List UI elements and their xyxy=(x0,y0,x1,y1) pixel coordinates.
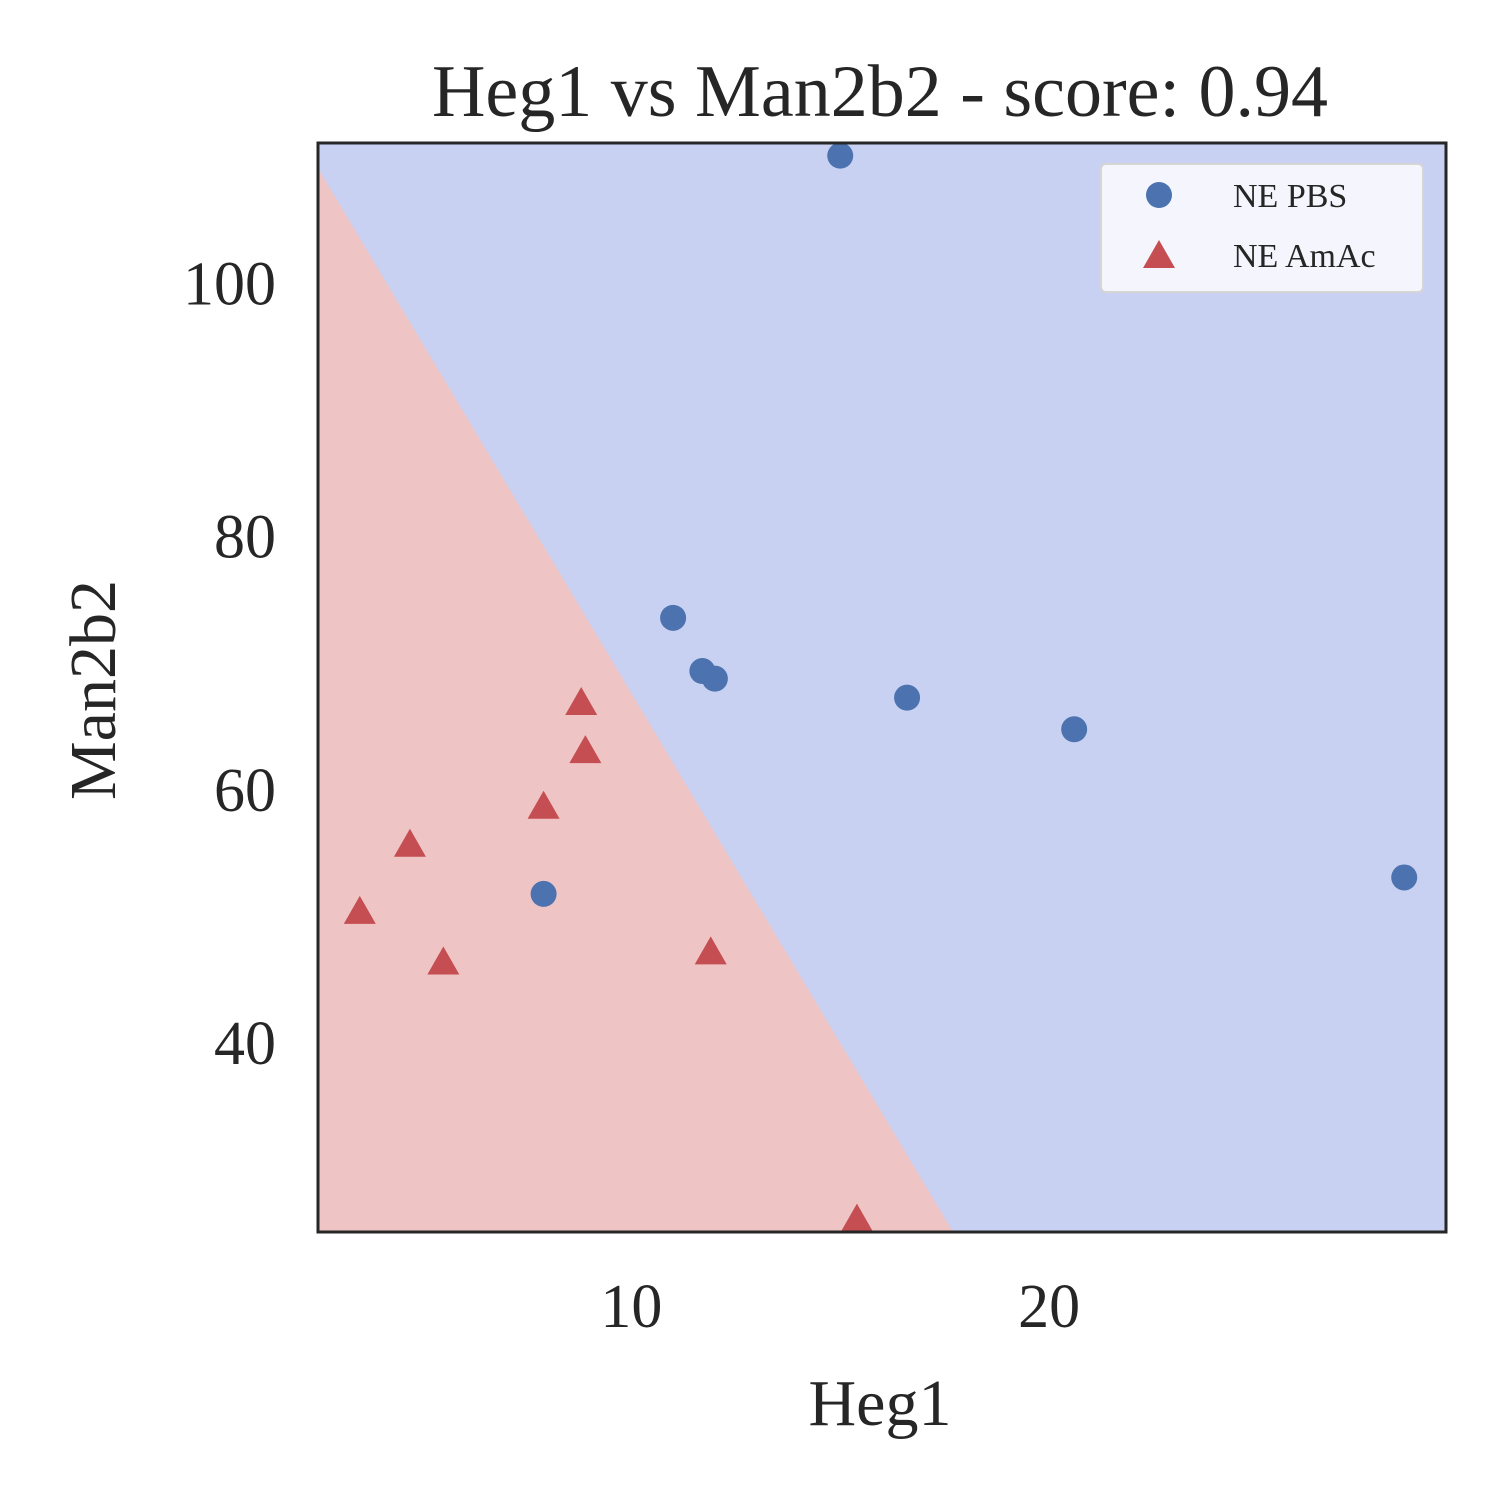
legend: NE PBS NE AmAc xyxy=(1100,163,1424,293)
x-axis-label: Heg1 xyxy=(809,1367,952,1440)
legend-marker-ne-amac xyxy=(1143,240,1175,268)
y-tick-label: 60 xyxy=(214,757,276,825)
decision-region-lower xyxy=(318,168,954,1233)
x-tick-label: 10 xyxy=(600,1273,662,1341)
data-point-ne-amac xyxy=(840,1203,873,1232)
data-point-ne-amac xyxy=(694,936,727,965)
data-points xyxy=(343,142,1418,1232)
y-tick-label: 40 xyxy=(214,1010,276,1078)
y-tick-label: 80 xyxy=(214,504,276,572)
legend-label-ne-pbs: NE PBS xyxy=(1233,178,1347,215)
data-point-ne-pbs xyxy=(660,604,687,631)
data-point-ne-pbs xyxy=(827,142,854,169)
y-axis-label: Man2b2 xyxy=(57,580,130,800)
data-point-ne-amac xyxy=(393,828,426,857)
x-ticks: 10 20 xyxy=(600,1273,1080,1341)
data-point-ne-amac xyxy=(569,735,602,764)
chart-title: Heg1 vs Man2b2 - score: 0.94 xyxy=(432,51,1328,133)
data-point-ne-pbs xyxy=(530,880,557,907)
data-point-ne-pbs xyxy=(894,684,921,711)
legend-marker-ne-pbs xyxy=(1146,182,1172,208)
data-point-ne-amac xyxy=(527,790,560,819)
data-point-ne-pbs xyxy=(701,665,728,692)
legend-box xyxy=(1100,163,1424,293)
y-ticks: 40 60 80 100 xyxy=(183,250,276,1078)
plot-frame xyxy=(316,141,1448,1234)
data-point-ne-pbs xyxy=(1391,864,1418,891)
x-tick-label: 20 xyxy=(1018,1273,1080,1341)
plot-area: 40 60 80 100 10 20 xyxy=(183,141,1448,1341)
data-point-ne-amac xyxy=(565,686,598,715)
data-point-ne-pbs xyxy=(1061,716,1088,743)
y-tick-label: 100 xyxy=(183,250,276,318)
data-point-ne-amac xyxy=(343,895,376,924)
legend-label-ne-amac: NE AmAc xyxy=(1233,238,1376,275)
data-point-ne-amac xyxy=(427,946,460,975)
